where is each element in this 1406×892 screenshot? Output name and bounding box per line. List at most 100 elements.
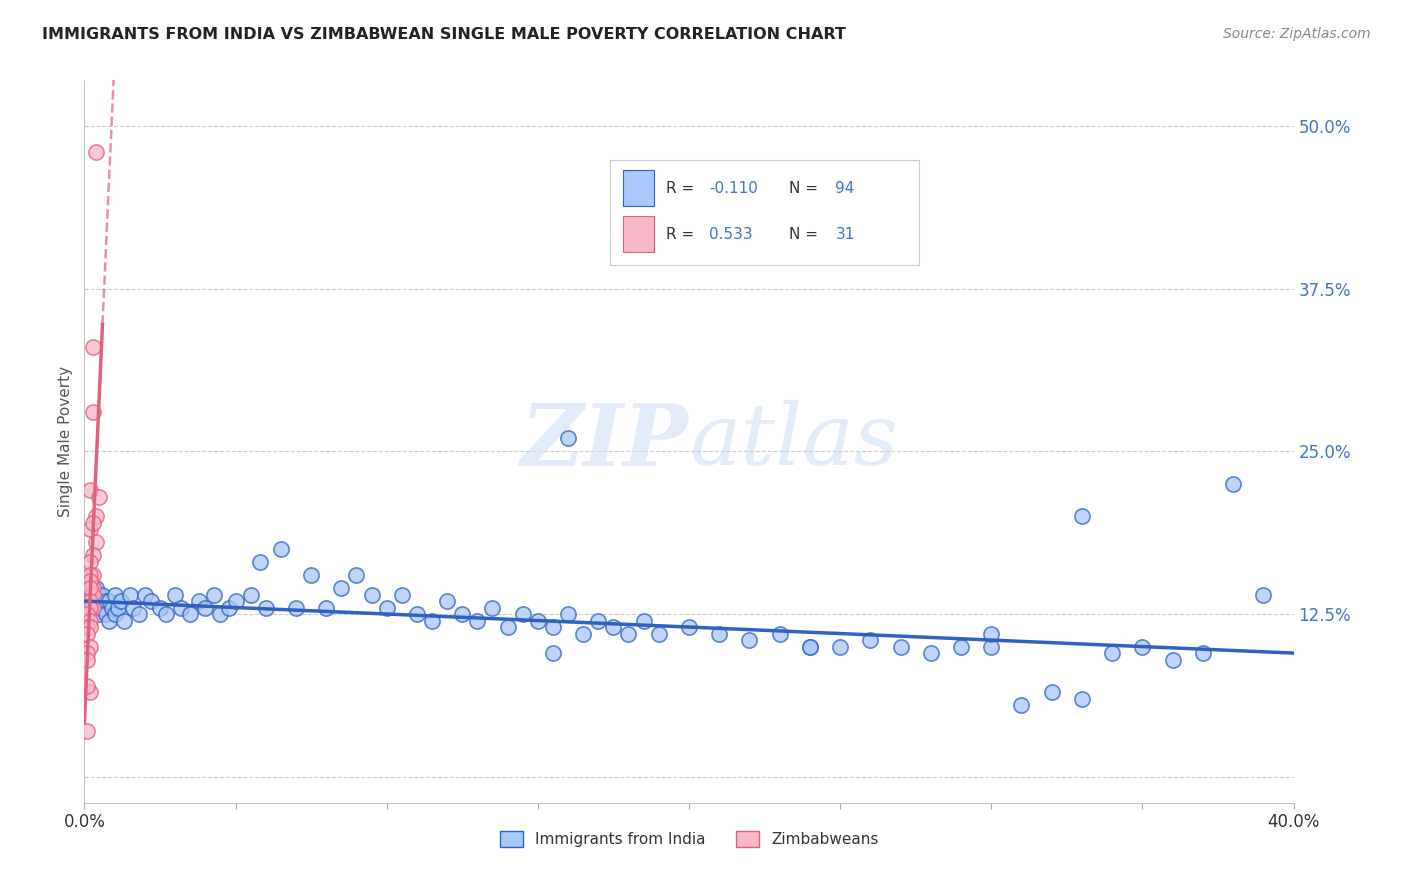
Immigrants from India — [1222, 476, 1244, 491]
Immigrants from India — [94, 607, 117, 621]
Zimbabweans — [82, 516, 104, 530]
Zimbabweans — [79, 685, 101, 699]
Immigrants from India — [104, 587, 127, 601]
Zimbabweans — [76, 646, 98, 660]
Immigrants from India — [202, 587, 225, 601]
Zimbabweans — [86, 145, 108, 159]
Immigrants from India — [541, 620, 564, 634]
Immigrants from India — [249, 555, 271, 569]
Immigrants from India — [218, 600, 240, 615]
Immigrants from India — [82, 581, 104, 595]
Immigrants from India — [128, 607, 150, 621]
Zimbabweans — [82, 549, 104, 563]
Zimbabweans — [79, 555, 101, 569]
Immigrants from India — [82, 587, 104, 601]
Immigrants from India — [139, 594, 162, 608]
Immigrants from India — [481, 600, 503, 615]
Zimbabweans — [82, 581, 104, 595]
Zimbabweans — [79, 600, 101, 615]
Immigrants from India — [330, 581, 353, 595]
Immigrants from India — [91, 600, 114, 615]
Immigrants from India — [617, 626, 640, 640]
Immigrants from India — [830, 640, 852, 654]
Immigrants from India — [94, 594, 117, 608]
Immigrants from India — [375, 600, 398, 615]
Zimbabweans — [79, 568, 101, 582]
Immigrants from India — [451, 607, 474, 621]
Immigrants from India — [360, 587, 382, 601]
Immigrants from India — [209, 607, 232, 621]
Immigrants from India — [86, 594, 108, 608]
Immigrants from India — [170, 600, 193, 615]
Immigrants from India — [633, 614, 655, 628]
Immigrants from India — [1071, 509, 1094, 524]
Zimbabweans — [76, 679, 98, 693]
Immigrants from India — [1011, 698, 1033, 713]
Zimbabweans — [79, 574, 101, 589]
Zimbabweans — [76, 626, 98, 640]
Immigrants from India — [194, 600, 217, 615]
Immigrants from India — [557, 431, 579, 445]
Y-axis label: Single Male Poverty: Single Male Poverty — [58, 366, 73, 517]
Immigrants from India — [346, 568, 368, 582]
Zimbabweans — [79, 581, 101, 595]
Immigrants from India — [1161, 652, 1184, 666]
Immigrants from India — [91, 587, 114, 601]
Immigrants from India — [254, 600, 277, 615]
Immigrants from India — [112, 614, 135, 628]
Immigrants from India — [799, 640, 821, 654]
Immigrants from India — [648, 626, 671, 640]
Immigrants from India — [709, 626, 731, 640]
Immigrants from India — [225, 594, 247, 608]
Immigrants from India — [118, 587, 141, 601]
Immigrants from India — [270, 541, 292, 556]
Zimbabweans — [86, 509, 108, 524]
Immigrants from India — [179, 607, 201, 621]
Immigrants from India — [165, 587, 187, 601]
Immigrants from India — [107, 600, 129, 615]
Immigrants from India — [406, 607, 429, 621]
Zimbabweans — [82, 600, 104, 615]
Immigrants from India — [467, 614, 489, 628]
Immigrants from India — [149, 600, 172, 615]
Immigrants from India — [79, 574, 101, 589]
Immigrants from India — [572, 626, 595, 640]
Immigrants from India — [920, 646, 942, 660]
Immigrants from India — [678, 620, 700, 634]
Immigrants from India — [97, 594, 120, 608]
Immigrants from India — [285, 600, 308, 615]
Zimbabweans — [79, 594, 101, 608]
Immigrants from India — [512, 607, 534, 621]
Immigrants from India — [541, 646, 564, 660]
Immigrants from India — [97, 614, 120, 628]
Zimbabweans — [86, 535, 108, 549]
Immigrants from India — [86, 581, 108, 595]
Text: Source: ZipAtlas.com: Source: ZipAtlas.com — [1223, 27, 1371, 41]
Zimbabweans — [76, 652, 98, 666]
Immigrants from India — [1253, 587, 1275, 601]
Zimbabweans — [79, 614, 101, 628]
Immigrants from India — [859, 633, 882, 648]
Immigrants from India — [738, 633, 761, 648]
Text: atlas: atlas — [689, 401, 898, 483]
Immigrants from India — [1192, 646, 1215, 660]
Immigrants from India — [420, 614, 443, 628]
Immigrants from India — [134, 587, 156, 601]
Immigrants from India — [89, 587, 111, 601]
Legend: Immigrants from India, Zimbabweans: Immigrants from India, Zimbabweans — [494, 825, 884, 853]
Immigrants from India — [100, 600, 122, 615]
Immigrants from India — [155, 607, 177, 621]
Zimbabweans — [76, 724, 98, 739]
Zimbabweans — [79, 640, 101, 654]
Text: IMMIGRANTS FROM INDIA VS ZIMBABWEAN SINGLE MALE POVERTY CORRELATION CHART: IMMIGRANTS FROM INDIA VS ZIMBABWEAN SING… — [42, 27, 846, 42]
Zimbabweans — [82, 587, 104, 601]
Immigrants from India — [557, 607, 579, 621]
Immigrants from India — [104, 607, 127, 621]
Immigrants from India — [980, 640, 1002, 654]
Text: ZIP: ZIP — [522, 400, 689, 483]
Immigrants from India — [496, 620, 519, 634]
Immigrants from India — [299, 568, 322, 582]
Immigrants from India — [436, 594, 458, 608]
Zimbabweans — [82, 340, 104, 354]
Immigrants from India — [391, 587, 413, 601]
